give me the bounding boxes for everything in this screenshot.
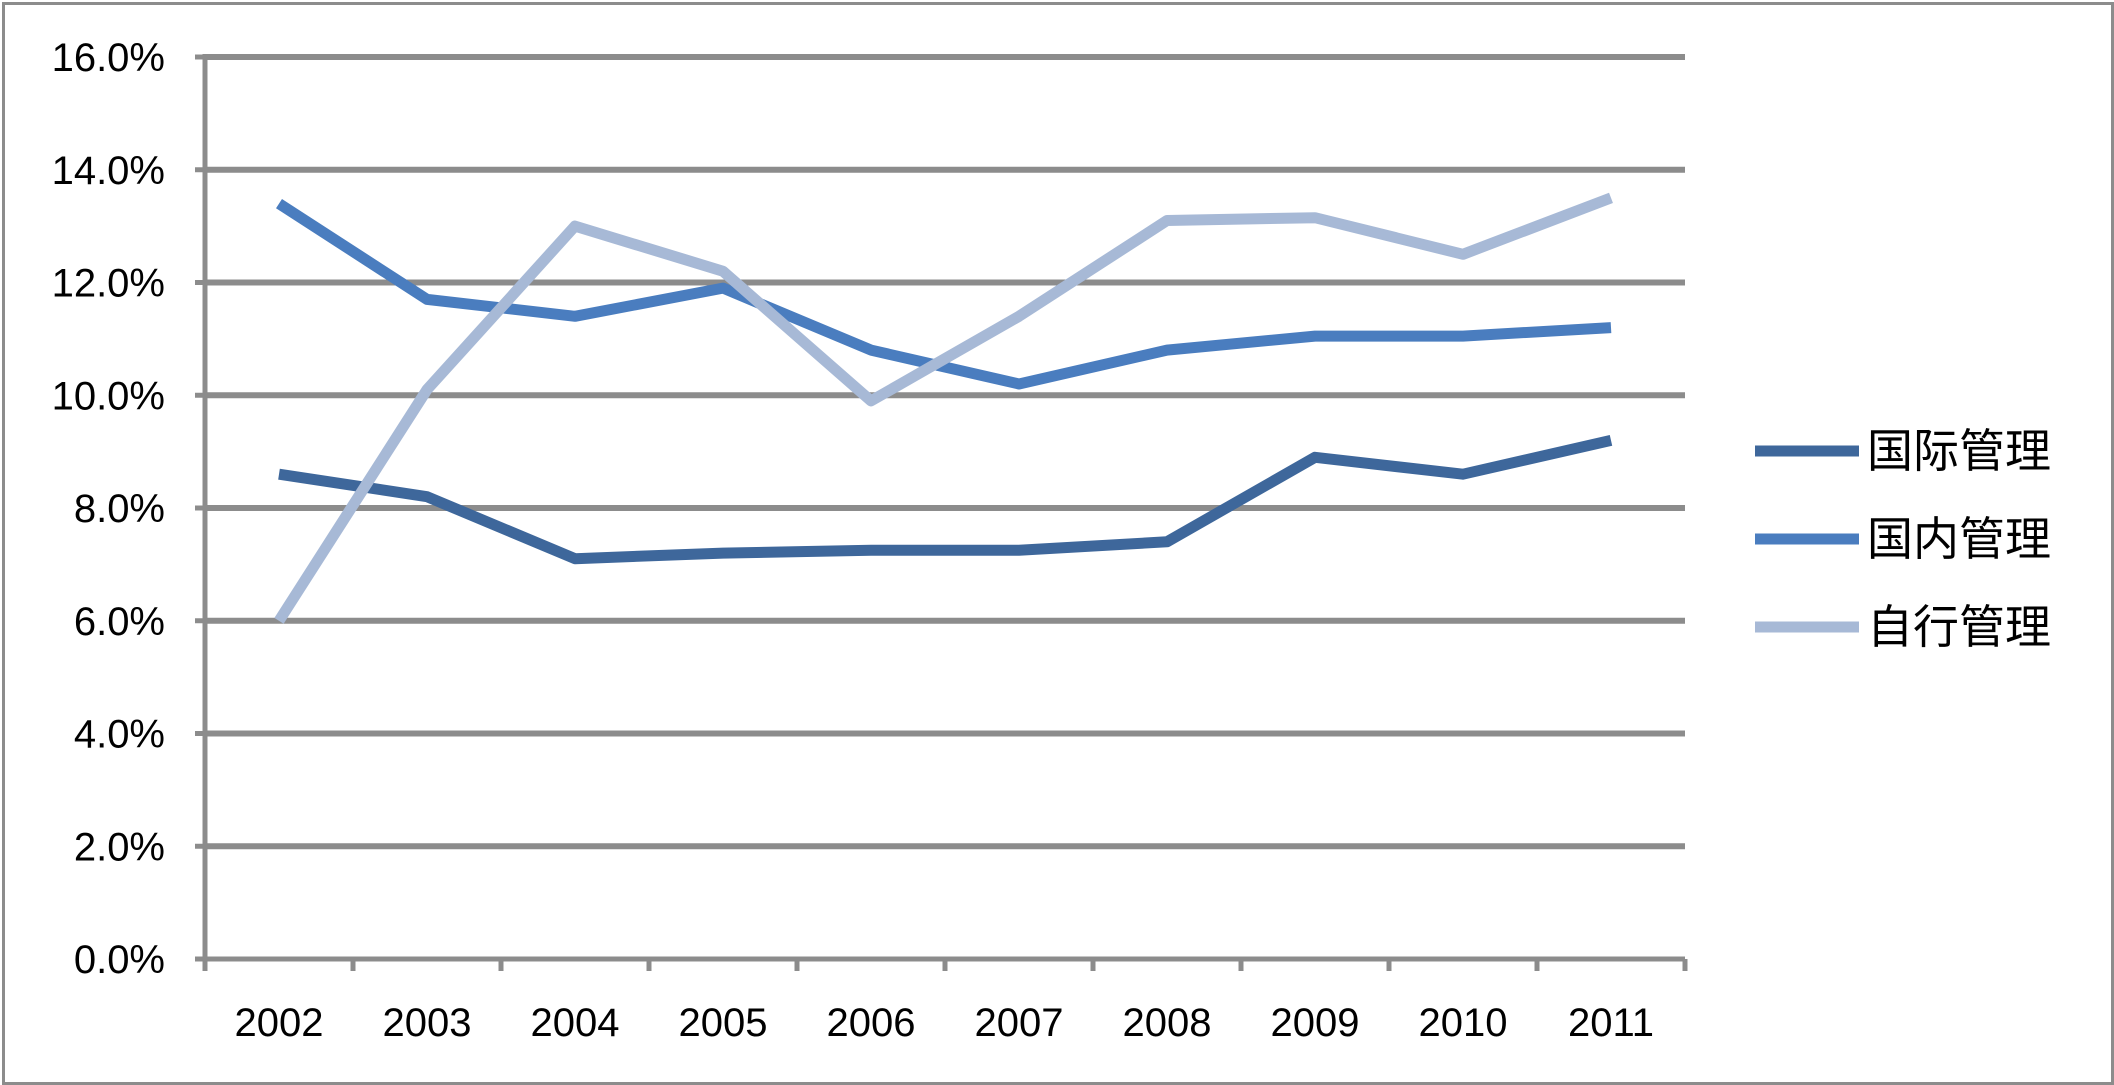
x-tick-label: 2010 xyxy=(1419,1001,1508,1045)
y-axis-tick-labels: 0.0% 2.0% 4.0% 6.0% 8.0% 10.0% 12.0% 14.0% 16.0% xyxy=(52,36,165,982)
y-tick-label: 12.0% xyxy=(52,262,165,306)
x-axis-tick-labels: 2002 2003 2004 2005 2006 2007 2008 2009 2010 2011 xyxy=(235,1001,1655,1045)
y-tick-label: 14.0% xyxy=(52,149,165,193)
x-tick-label: 2002 xyxy=(235,1001,324,1045)
y-tick-label: 16.0% xyxy=(52,36,165,80)
x-tick-label: 2007 xyxy=(975,1001,1064,1045)
legend-label: 自行管理 xyxy=(1867,600,2051,654)
x-tick-label: 2011 xyxy=(1568,1001,1654,1045)
series-lines xyxy=(274,192,1613,624)
legend-label: 国际管理 xyxy=(1867,424,2051,478)
gridlines xyxy=(205,54,1685,850)
x-tick-label: 2004 xyxy=(531,1001,620,1045)
x-tick-label: 2005 xyxy=(679,1001,768,1045)
series-line-1 xyxy=(278,435,1613,565)
axes xyxy=(195,54,1688,971)
series-line-3 xyxy=(274,192,1613,624)
y-tick-label: 8.0% xyxy=(74,487,165,531)
x-tick-label: 2003 xyxy=(383,1001,472,1045)
x-tick-label: 2008 xyxy=(1123,1001,1212,1045)
y-tick-label: 0.0% xyxy=(74,938,165,982)
y-tick-label: 4.0% xyxy=(74,713,165,757)
legend-item: 国内管理 xyxy=(1755,512,2051,566)
legend-item: 自行管理 xyxy=(1755,600,2051,654)
y-tick-label: 6.0% xyxy=(74,600,165,644)
legend-label: 国内管理 xyxy=(1867,512,2051,566)
x-tick-label: 2006 xyxy=(827,1001,916,1045)
y-tick-label: 10.0% xyxy=(52,374,165,418)
x-tick-label: 2009 xyxy=(1271,1001,1360,1045)
legend-item: 国际管理 xyxy=(1755,424,2051,478)
y-tick-label: 2.0% xyxy=(74,825,165,869)
